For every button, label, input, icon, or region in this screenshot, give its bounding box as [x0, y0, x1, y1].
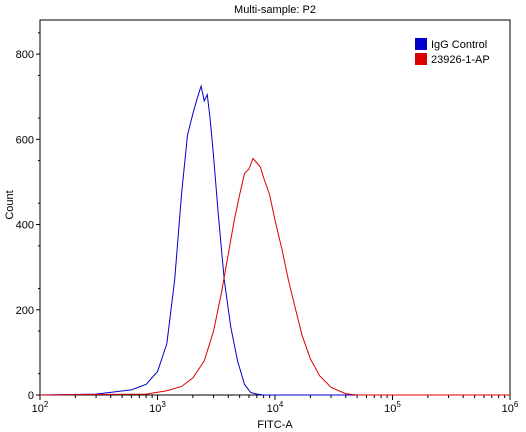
y-tick-label: 200	[16, 305, 34, 317]
x-tick-label: 102	[32, 400, 49, 415]
y-tick-label: 800	[16, 49, 34, 61]
x-tick-label: 106	[502, 400, 519, 415]
series-line-2	[39, 157, 510, 396]
series-line-1	[39, 84, 510, 396]
legend-swatch	[415, 38, 427, 50]
legend-swatch	[415, 53, 427, 65]
plot-area-frame	[39, 19, 511, 396]
legend-label: 23926-1-AP	[431, 54, 490, 66]
legend: IgG Control 23926-1-AP	[415, 38, 490, 66]
y-tick-label: 400	[16, 220, 34, 232]
y-axis-label: Count	[4, 190, 16, 219]
x-tick-label: 104	[267, 400, 284, 415]
x-tick-label: 103	[149, 400, 166, 415]
legend-label: IgG Control	[431, 39, 487, 51]
chart-title: Multi-sample: P2	[234, 4, 316, 16]
x-tick-label: 105	[384, 400, 401, 415]
y-tick-label: 0	[28, 390, 34, 402]
y-tick-label: 600	[16, 134, 34, 146]
x-axis-label: FITC-A	[257, 419, 293, 431]
